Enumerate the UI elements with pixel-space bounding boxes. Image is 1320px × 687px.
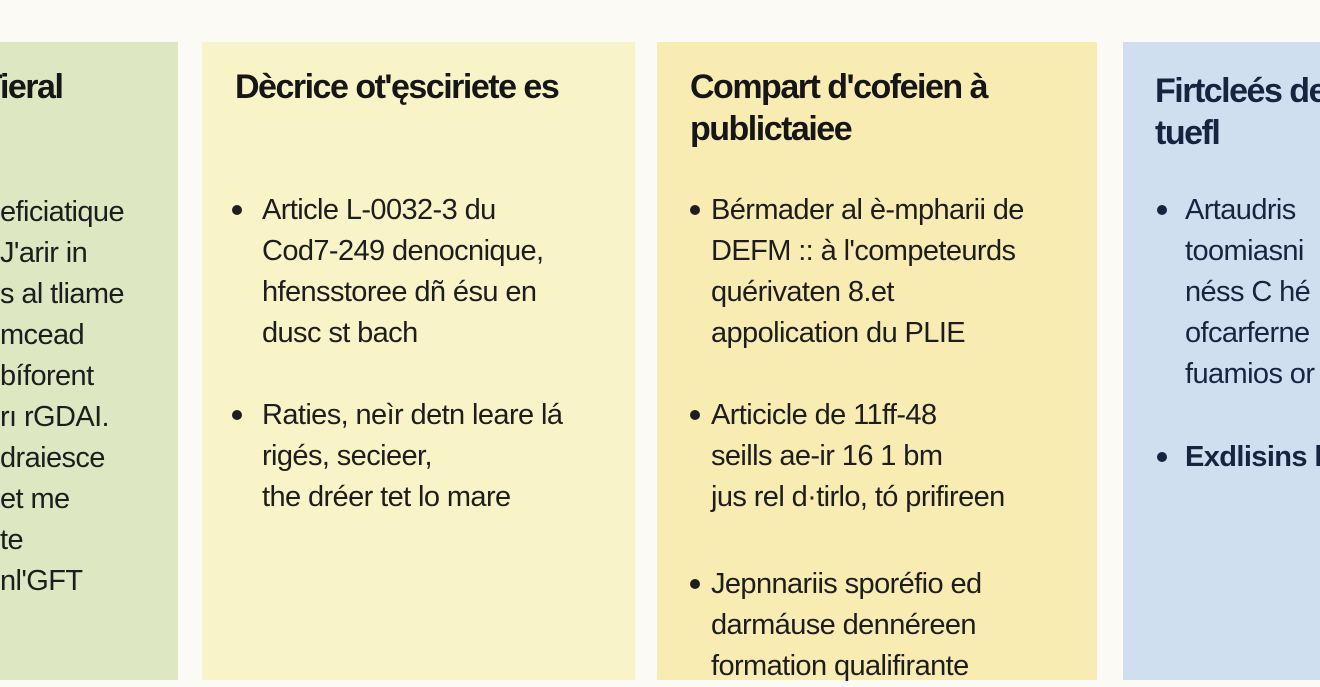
bullet-line: toomiasni [1185, 235, 1304, 267]
bullet-line: jus rel d·tirlo, tó prifireen [711, 481, 1005, 513]
bullet-dot-icon [690, 579, 700, 589]
bullet-line: Articicle de 11ff-48 [711, 399, 937, 431]
bullet-line: rigés, secieer, [262, 440, 433, 472]
bullet-line: Artaudris [1185, 194, 1296, 226]
bullet-line: Article L-0032-3 du [262, 194, 496, 226]
bullet-text: Bérmader al è-mpharii de DEFM :: à l'com… [711, 190, 1024, 354]
column-title-line: tuefl [1155, 114, 1221, 152]
bullet-line: dusc st bach [262, 317, 418, 349]
text-line: rı rGDAI. [0, 401, 110, 433]
bullet-dot-icon [232, 410, 242, 420]
column-title: Compart d'cofeien à publictaiee [690, 66, 988, 150]
bullet-line: ofcarferne [1185, 317, 1310, 349]
column-title: ïieral [0, 68, 64, 106]
bullet-line: Jepnnariis sporéfio ed [711, 568, 982, 600]
bullet-item: Artaudris toomiasni néss C hé ofcarferne… [1157, 190, 1315, 395]
text-line: mcead [0, 319, 85, 351]
text-line: et me [0, 483, 70, 515]
text-line: J'arir in [0, 237, 88, 269]
column-compart: Compart d'cofeien à publictaiee Bérmader… [657, 42, 1097, 682]
bullet-text: Article L-0032-3 du Cod7-249 denocnique,… [262, 190, 544, 354]
column-title: Firtcleés de tuefl [1155, 70, 1320, 154]
text-line: eficiatique [0, 196, 125, 228]
text-line: draiesce [0, 442, 105, 474]
bullet-line: formation qualifirante [711, 650, 969, 682]
bullet-line: hfensstoree dñ ésu en [262, 276, 537, 308]
bullet-item: Articicle de 11ff-48 seills ae-ir 16 1 b… [690, 395, 1005, 518]
bullet-line: appolication du PLIE [711, 317, 966, 349]
column-title-line: publictaiee [690, 110, 853, 148]
bullet-dot-icon [1157, 205, 1167, 215]
bullet-item: Bérmader al è-mpharii de DEFM :: à l'com… [690, 190, 1024, 354]
column-title-line: Firtcleés de [1155, 72, 1320, 110]
bullet-text: Artaudris toomiasni néss C hé ofcarferne… [1185, 190, 1315, 395]
bullet-item: Jepnnariis sporéfio ed darmáuse dennéree… [690, 564, 982, 687]
bullet-dot-icon [232, 205, 242, 215]
bullet-line: néss C hé [1185, 276, 1311, 308]
bullet-text: Raties, neìr detn leare lá rigés, seciee… [262, 395, 563, 518]
bullet-item: Raties, neìr detn leare lá rigés, seciee… [232, 395, 563, 518]
column-firtclees: Firtcleés de tuefl Artaudris toomiasni n… [1123, 42, 1320, 680]
bullet-item: Article L-0032-3 du Cod7-249 denocnique,… [232, 190, 544, 354]
bullet-dot-icon [1157, 452, 1167, 462]
bullet-item: Exdlisins l [1157, 437, 1320, 478]
text-block: eficiatique J'arir in s al tliame mcead … [0, 192, 125, 602]
text-line: s al tliame [0, 278, 125, 310]
bullet-line: darmáuse dennéreen [711, 609, 977, 641]
column-title: Dècrice ot'ęsciriete es [235, 68, 560, 106]
bullet-line: quérivaten 8.et [711, 276, 894, 308]
bullet-line: DEFM :: à l'competeurds [711, 235, 1016, 267]
column-decrice: Dècrice ot'ęsciriete es Article L-0032-3… [202, 42, 635, 680]
bullet-line: fuamios or [1185, 358, 1315, 390]
bullet-line: Bérmader al è-mpharii de [711, 194, 1024, 226]
bullet-line: Exdlisins l [1185, 441, 1320, 473]
column-general: ïieral eficiatique J'arir in s al tliame… [0, 42, 178, 680]
bullet-line: the dréer tet lo mare [262, 481, 511, 513]
bullet-text: Jepnnariis sporéfio ed darmáuse dennéree… [711, 564, 982, 687]
column-title-line: Compart d'cofeien à [690, 68, 988, 106]
text-line: nl'GFT [0, 565, 83, 597]
bullet-line: seills ae-ir 16 1 bm [711, 440, 943, 472]
bullet-text: Exdlisins l [1185, 437, 1320, 478]
bullet-text: Articicle de 11ff-48 seills ae-ir 16 1 b… [711, 395, 1005, 518]
bullet-dot-icon [690, 205, 700, 215]
bullet-dot-icon [690, 410, 700, 420]
bullet-line: Raties, neìr detn leare lá [262, 399, 563, 431]
bullet-line: Cod7-249 denocnique, [262, 235, 544, 267]
text-line: bíforent [0, 360, 94, 392]
text-line: te [0, 524, 24, 556]
